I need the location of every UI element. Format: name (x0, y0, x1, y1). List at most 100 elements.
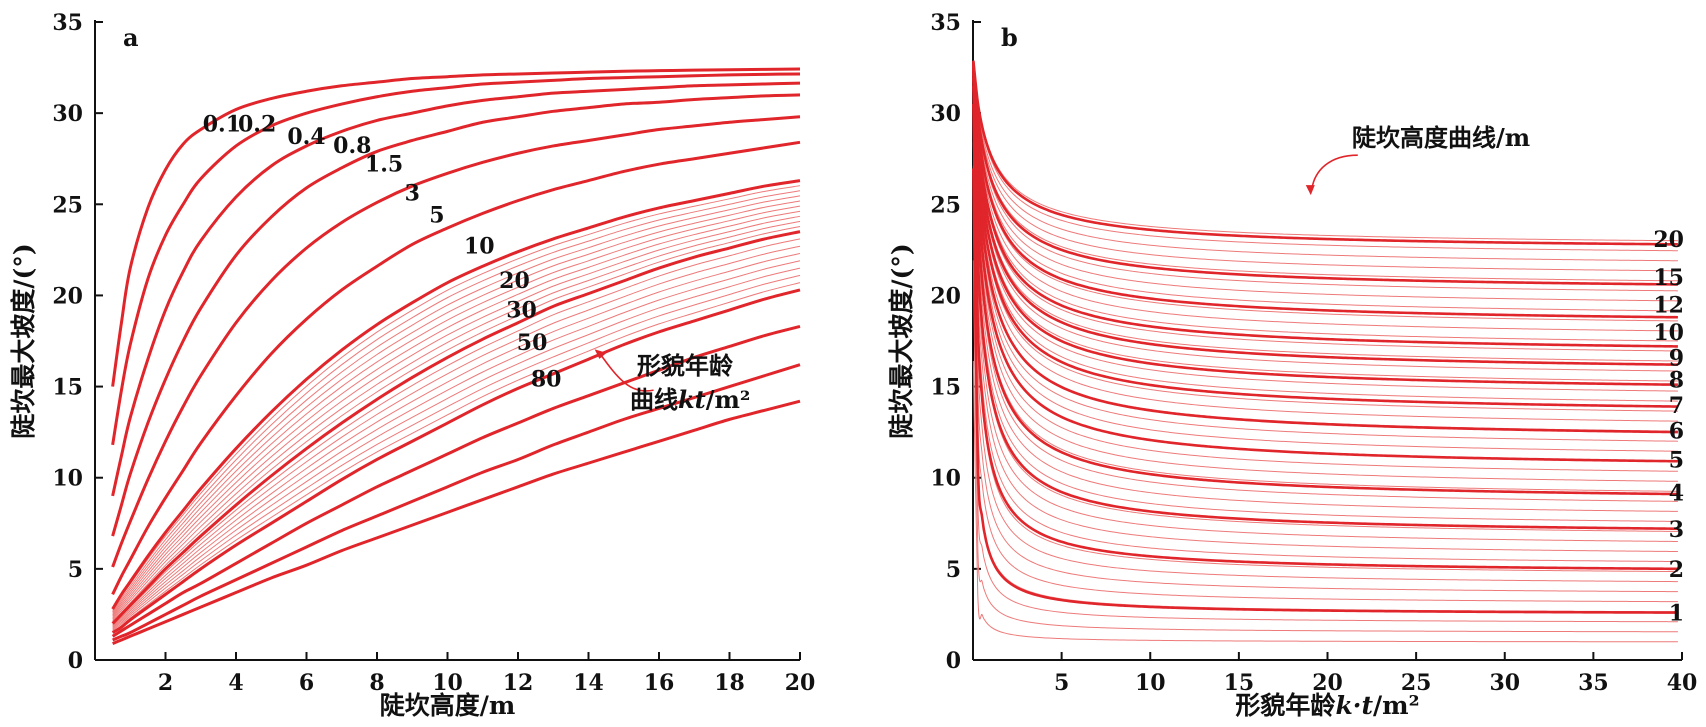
a-y-tick-label: 5 (68, 557, 83, 583)
a-y-tick-label: 25 (52, 192, 83, 218)
b-series-label-3: 3 (1669, 517, 1684, 543)
b-thin-curve (972, 114, 1678, 583)
b-series-label-9: 9 (1669, 345, 1684, 371)
b-series-line-5 (972, 73, 1678, 463)
b-y-tick-label: 0 (946, 648, 961, 674)
a-series-line-10 (111, 230, 801, 625)
a-series-label-10: 10 (464, 234, 495, 260)
a-series-label-0.2: 0.2 (238, 111, 276, 137)
a-series-line-20 (111, 288, 801, 634)
b-thin-curve (972, 260, 1678, 633)
b-thin-curve (972, 74, 1678, 472)
b-thin-curve (972, 60, 1678, 242)
b-thin-curve (972, 106, 1678, 573)
a-thin-curve (112, 220, 801, 621)
a-x-tick-label: 20 (785, 670, 816, 696)
b-thin-curve (972, 61, 1678, 262)
a-series-label-50: 50 (517, 330, 548, 356)
a-thin-curve (112, 238, 801, 626)
a-series-label-0.4: 0.4 (287, 124, 325, 150)
a-annotation-arrowhead (594, 349, 607, 359)
a-series-line-30 (111, 324, 801, 638)
b-thin-curve (972, 94, 1678, 553)
a-series-label-30: 30 (506, 297, 537, 323)
b-x-tick-label: 15 (1224, 670, 1255, 696)
b-thin-curve (972, 361, 1678, 643)
b-y-tick-label: 15 (930, 375, 961, 401)
b-thin-curve (972, 67, 1678, 392)
a-series-label-0.1: 0.1 (203, 111, 241, 137)
b-series-label-8: 8 (1669, 367, 1684, 393)
a-x-tick-label: 6 (299, 670, 314, 696)
b-series-label-10: 10 (1653, 320, 1684, 346)
b-x-tick-label: 40 (1667, 670, 1698, 696)
b-thin-curve (972, 66, 1678, 382)
a-series-line-5 (111, 179, 801, 610)
b-thin-curve (972, 63, 1678, 312)
b-annotation-arrow (1310, 154, 1358, 190)
a-series-label-3: 3 (405, 181, 420, 207)
a-thin-curve (112, 185, 801, 611)
a-x-axis-label: 陡坎高度/m (380, 691, 516, 720)
b-thin-curve (972, 65, 1678, 362)
b-y-tick-label: 30 (930, 101, 961, 127)
b-series-line-4 (972, 78, 1678, 496)
a-x-tick-label: 14 (573, 670, 604, 696)
b-x-tick-label: 20 (1312, 670, 1343, 696)
a-thin-curve (112, 190, 801, 613)
b-series-line-8 (972, 67, 1678, 386)
a-x-tick-label: 8 (369, 670, 384, 696)
a-thin-curve (112, 245, 801, 627)
b-thin-curve (972, 86, 1678, 532)
a-thin-curve (112, 253, 801, 628)
a-series-line-0.2 (111, 72, 801, 446)
a-series-line-0.4 (111, 81, 801, 497)
b-series-label-6: 6 (1669, 418, 1684, 444)
b-x-tick-label: 10 (1135, 670, 1166, 696)
a-series-line-0.8 (111, 93, 801, 537)
a-annotation-text: 曲线 (630, 385, 678, 414)
a-series-label-80: 80 (531, 367, 562, 393)
a-annotation-arrow (598, 352, 654, 392)
b-series-line-12 (972, 63, 1678, 319)
b-thin-curve (972, 68, 1678, 402)
b-thin-curve (972, 61, 1678, 272)
b-x-axis-label-text: 形貌年龄 (1235, 691, 1336, 720)
b-x-tick-label: 5 (1054, 670, 1069, 696)
b-thin-curve (972, 65, 1678, 352)
b-series-label-5: 5 (1669, 447, 1684, 473)
b-thin-curve (972, 63, 1678, 322)
b-thin-curve (972, 126, 1678, 593)
a-y-tick-label: 10 (52, 466, 83, 492)
a-y-tick-label: 35 (52, 10, 83, 36)
b-thin-curve (972, 60, 1678, 252)
b-thin-curve (972, 71, 1678, 442)
b-series-line-9 (972, 65, 1678, 366)
a-series-line-80 (112, 399, 801, 645)
b-series-label-1: 1 (1669, 601, 1684, 627)
a-series-label-20: 20 (499, 268, 530, 294)
b-y-axis-label: 陡坎最大坡度/(°) (887, 243, 916, 438)
a-series-line-3 (111, 140, 801, 596)
b-series-line-7 (972, 68, 1678, 408)
b-thin-curve (972, 64, 1678, 342)
b-series-label-7: 7 (1669, 393, 1684, 419)
a-x-tick-label: 10 (432, 670, 463, 696)
a-thin-curve (112, 210, 801, 619)
b-series-line-3 (972, 85, 1678, 531)
b-x-tick-label: 25 (1401, 670, 1432, 696)
b-thin-curve (972, 62, 1678, 292)
b-x-axis-label-var: k·t (1335, 691, 1373, 720)
b-thin-curve (972, 77, 1678, 492)
b-y-tick-label: 10 (930, 466, 961, 492)
a-series-line-0.1 (111, 67, 801, 387)
b-series-line-6 (972, 70, 1678, 434)
a-thin-curve (112, 200, 801, 616)
b-x-axis-label: 形貌年龄k·t/m² (1235, 691, 1419, 720)
b-series-label-12: 12 (1653, 293, 1684, 319)
b-thin-curve (972, 61, 1678, 282)
b-thin-curve (972, 79, 1678, 502)
a-y-axis-label: 陡坎最大坡度/(°) (9, 243, 38, 438)
a-x-tick-label: 4 (228, 670, 243, 696)
